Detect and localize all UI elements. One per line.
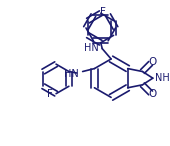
Text: F: F [100,7,106,18]
Text: O: O [149,89,157,99]
Text: O: O [149,57,157,67]
Text: NH: NH [156,73,170,83]
Text: F: F [47,89,53,99]
Text: HN: HN [84,43,99,53]
Text: HN: HN [64,69,79,79]
